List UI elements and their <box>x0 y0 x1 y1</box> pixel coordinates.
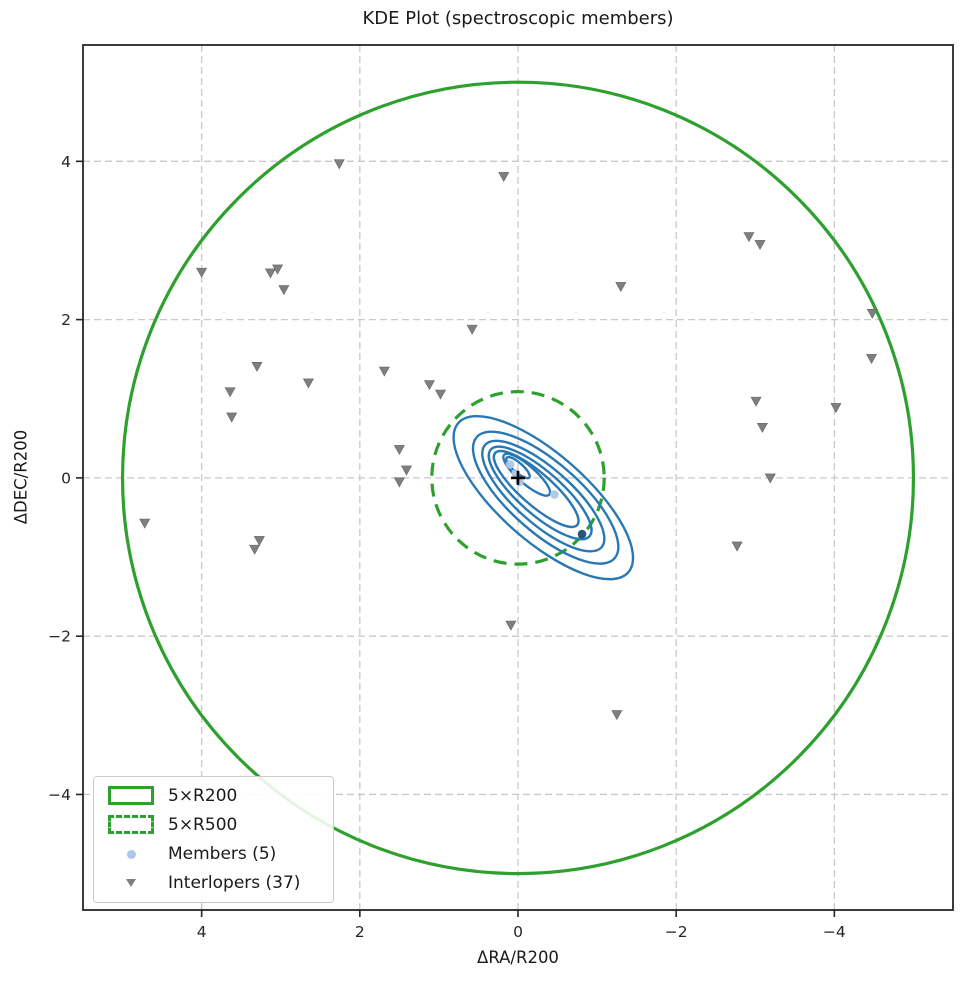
legend: 5×R200 5×R500 Members (5) Interlopers (3… <box>93 776 334 903</box>
svg-text:4: 4 <box>61 153 71 171</box>
legend-item-r200: 5×R200 <box>94 782 333 810</box>
svg-text:4: 4 <box>197 923 207 941</box>
legend-label-r200: 5×R200 <box>168 785 238 806</box>
legend-label-interlopers: Interlopers (37) <box>168 873 301 894</box>
svg-text:−2: −2 <box>665 923 688 941</box>
r500-dashed-swatch-icon <box>108 815 154 835</box>
svg-text:0: 0 <box>513 923 523 941</box>
svg-text:−4: −4 <box>48 786 71 804</box>
svg-text:0: 0 <box>61 469 71 487</box>
r200-circle-swatch-icon <box>108 786 154 806</box>
legend-label-r500: 5×R500 <box>168 814 238 835</box>
member-dot-swatch-icon <box>126 849 136 859</box>
legend-label-members: Members (5) <box>168 844 277 865</box>
interloper-triangle-swatch-icon <box>126 879 136 888</box>
legend-item-r500: 5×R500 <box>94 811 333 839</box>
plot-title: KDE Plot (spectroscopic members) <box>362 8 674 29</box>
x-axis-label: ΔRA/R200 <box>477 948 559 967</box>
legend-item-interlopers: Interlopers (37) <box>94 869 333 897</box>
y-axis-label: ΔDEC/R200 <box>11 429 31 525</box>
svg-text:2: 2 <box>355 923 365 941</box>
legend-item-members: Members (5) <box>94 840 333 868</box>
svg-text:2: 2 <box>61 311 71 329</box>
svg-text:−2: −2 <box>48 628 71 646</box>
svg-text:−4: −4 <box>823 923 846 941</box>
